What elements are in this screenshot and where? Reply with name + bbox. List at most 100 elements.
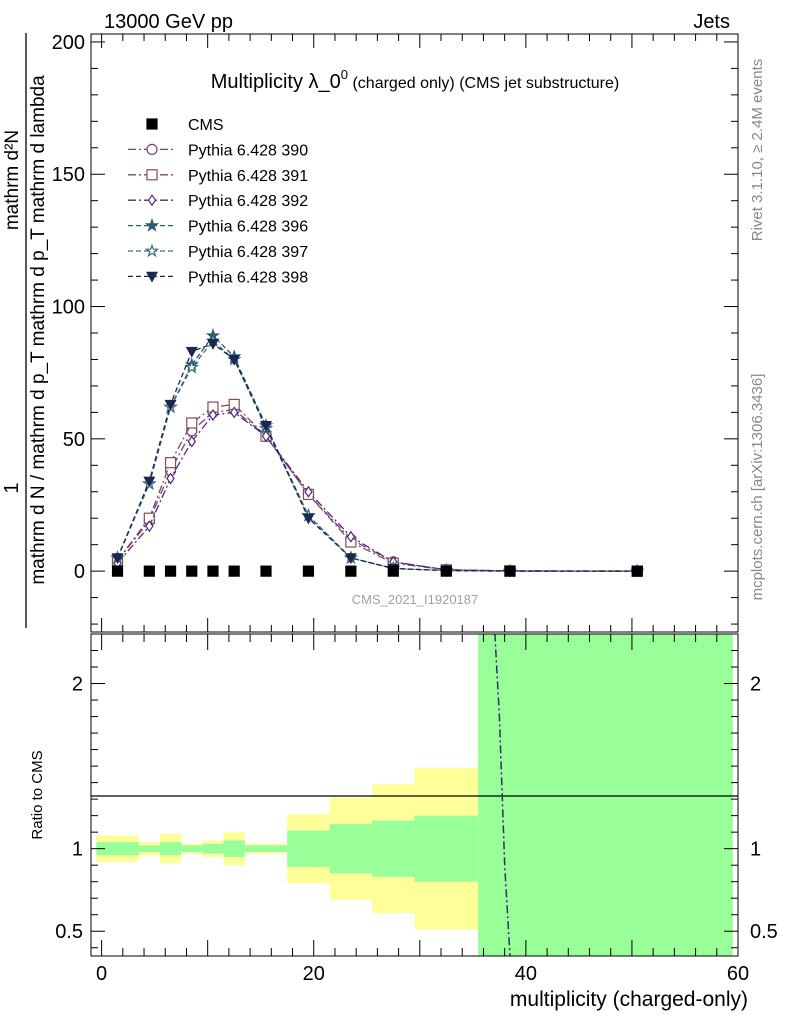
y-label-numerator: 1 [1,482,23,493]
data-point [208,408,218,422]
series-pythia-6-428-398 [111,338,644,578]
legend-label: Pythia 6.428 392 [188,193,308,210]
x-tick-label: 60 [727,963,749,985]
data-point [631,565,643,577]
side-label-top: Rivet 3.1.10, ≥ 2.4M events [749,59,766,242]
data-point [304,485,313,498]
data-point [228,354,241,366]
data-point [261,430,271,443]
ratio-band-inner [478,634,733,956]
ratio-band-inner [181,845,203,852]
data-point [184,359,199,374]
main-y-axis-label: 1 mathrm d N / mathrm d p_T mathrm d p_T… [1,33,49,628]
ratio-tick-label: 0.5 [55,921,83,943]
data-point [302,513,315,525]
ratio-tick-label-right: 2 [750,674,761,696]
y-tick-label: 200 [52,32,85,54]
data-point [164,399,177,411]
data-point [229,406,239,419]
ratio-panel: 0.5 0.5 1 1 2 2 0 20 40 60 Ratio to CMS multipli… [29,633,778,1011]
ratio-band-inner [372,820,415,877]
data-point [143,565,155,577]
legend-marker [146,118,158,130]
data-point [206,338,219,350]
legend-label: Pythia 6.428 391 [188,168,308,185]
ratio-band-inner [202,843,224,854]
data-point [440,565,452,577]
chart-title: Multiplicity λ_00 (charged only) (CMS je… [211,67,619,93]
main-y-axis: 0 50 100 150 200 [52,32,739,632]
main-panel: CMS_2021_I1920187 0 50 100 150 200 Multiplic… [52,32,739,633]
header-left: 13000 GeV pp [104,11,233,33]
legend-label: CMS [188,117,224,134]
legend-label: Pythia 6.428 396 [188,219,308,236]
legend-marker [145,271,159,283]
legend-entry: Pythia 6.428 396 [128,217,308,236]
series-line [117,411,638,572]
data-point [346,530,356,543]
data-point [260,565,272,577]
ratio-tick-label-right: 0.5 [750,921,778,943]
ratio-band-inner [138,845,160,852]
header-right: Jets [693,11,730,33]
legend-entry: Pythia 6.428 397 [128,243,308,261]
chart-title-sup: 0 [341,67,348,82]
data-point [228,565,240,577]
data-point [187,435,196,448]
ratio-band-inner [414,815,479,882]
legend-marker [146,169,158,181]
ratio-y-axis-label: Ratio to CMS [29,750,46,839]
data-point [164,565,177,577]
data-point [166,472,175,485]
data-point [186,565,198,577]
legend-entry: Pythia 6.428 391 [128,168,308,185]
series-pythia-6-428-390 [111,404,643,577]
series-line [116,342,638,572]
y-tick-label: 0 [74,561,85,583]
y-tick-label: 150 [52,164,85,186]
legend-label: Pythia 6.428 398 [188,269,308,286]
watermark: CMS_2021_I1920187 [352,592,479,607]
data-point [207,565,219,577]
ratio-band-inner [287,830,330,867]
data-point [111,565,124,577]
data-point [185,346,198,358]
ratio-band-inner [244,845,288,852]
legend-marker [144,217,160,232]
ratio-panel-frame [90,633,739,957]
side-label-bottom: mcplots.cern.ch [arXiv:1306.3436] [749,374,766,601]
ratio-tick-label: 2 [72,674,83,696]
main-series-layer [110,328,645,578]
x-tick-label: 40 [515,963,537,985]
ratio-tick-label: 1 [72,839,83,861]
legend-entry: Pythia 6.428 390 [128,142,308,159]
ratio-band-inner [159,842,182,856]
data-point [186,417,198,429]
data-point [111,553,124,565]
data-point [387,565,399,577]
data-point [345,565,357,577]
ratio-bands [96,634,733,956]
legend: CMS Pythia 6.428 390 Pythia 6.428 391 Pythi… [128,117,308,286]
ratio-series-line [494,634,511,956]
data-point [164,457,177,469]
ratio-band-inner [96,842,139,856]
legend-marker [146,143,158,155]
data-point [143,476,156,488]
x-axis-label: multiplicity (charged-only) [510,988,748,1011]
data-point [259,421,273,432]
data-point [344,553,357,565]
series-pythia-6-428-391 [111,398,643,577]
ratio-y-axis: 0.5 0.5 1 1 2 2 [55,650,778,949]
series-line [116,334,638,572]
legend-entry: CMS [146,117,224,134]
legend-label: Pythia 6.428 390 [188,142,308,159]
chart-title-sub: (charged only) (CMS jet substructure) [348,75,619,92]
y-tick-label: 100 [52,297,85,319]
data-point [504,565,516,577]
x-tick-label: 0 [96,963,107,985]
x-axis: 0 20 40 60 [96,634,749,985]
legend-label: Pythia 6.428 397 [188,244,308,261]
legend-marker [144,243,160,258]
